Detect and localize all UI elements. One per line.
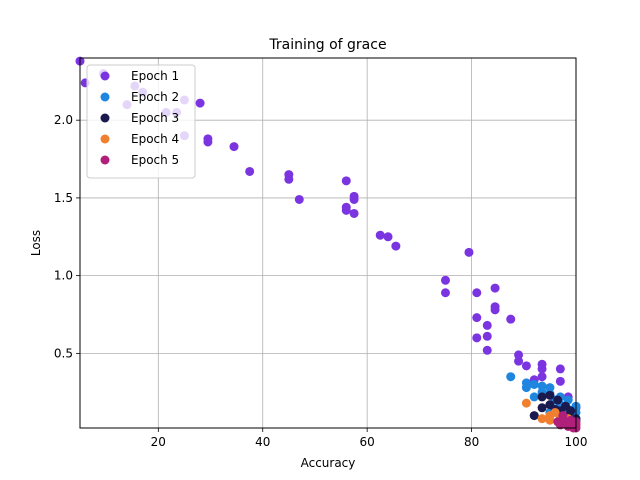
data-point <box>464 247 474 257</box>
data-point <box>537 372 547 382</box>
data-point <box>545 415 555 425</box>
data-point <box>440 275 450 285</box>
legend-marker <box>100 113 110 123</box>
chart-title: Training of grace <box>268 37 386 53</box>
data-point <box>545 390 555 400</box>
data-point <box>349 194 359 204</box>
data-point <box>203 137 213 147</box>
y-tick-label: 0.5 <box>54 346 73 360</box>
legend-marker <box>100 92 110 102</box>
data-point <box>529 379 539 389</box>
data-point <box>349 208 359 218</box>
data-point <box>555 376 565 386</box>
data-point <box>229 142 239 152</box>
data-point <box>195 98 205 108</box>
plot-frame <box>79 57 577 429</box>
legend-marker <box>100 155 110 165</box>
data-point <box>553 395 563 405</box>
x-tick-label: 20 <box>151 435 166 449</box>
data-point <box>529 411 539 421</box>
data-point <box>566 406 576 416</box>
y-tick-label: 2.0 <box>54 113 73 127</box>
data-point <box>521 398 531 408</box>
y-axis-label: Loss <box>29 230 43 256</box>
legend-marker <box>100 71 110 81</box>
x-ticks: 20 40 60 80 100 <box>151 428 588 449</box>
legend: Epoch 1 Epoch 2 Epoch 3 Epoch 4 Epoch 5 <box>86 64 196 179</box>
x-tick-label: 100 <box>565 435 588 449</box>
legend-label: Epoch 1 <box>131 69 179 83</box>
legend-label: Epoch 2 <box>131 90 179 104</box>
data-point <box>558 415 568 425</box>
y-tick-label: 1.5 <box>54 191 73 205</box>
data-point <box>472 333 482 343</box>
data-point <box>537 403 547 413</box>
data-point <box>506 314 516 324</box>
data-point <box>514 350 524 360</box>
data-point <box>294 194 304 204</box>
data-point <box>472 313 482 323</box>
data-point <box>440 288 450 298</box>
data-point <box>375 230 385 240</box>
data-point <box>383 232 393 242</box>
data-point <box>521 361 531 371</box>
data-point <box>514 356 524 366</box>
legend-box <box>86 64 196 179</box>
data-point <box>545 383 555 393</box>
data-point <box>555 364 565 374</box>
y-ticks: 0.5 1.0 1.5 2.0 <box>54 113 80 360</box>
legend-label: Epoch 5 <box>131 153 179 167</box>
data-point <box>537 392 547 402</box>
data-point <box>482 345 492 355</box>
data-point <box>482 320 492 330</box>
data-point <box>391 241 401 251</box>
legend-label: Epoch 3 <box>131 111 179 125</box>
data-point <box>537 414 547 424</box>
data-point <box>341 176 351 186</box>
data-point <box>506 372 516 382</box>
x-tick-label: 40 <box>255 435 270 449</box>
data-point <box>529 392 539 402</box>
x-tick-label: 60 <box>360 435 375 449</box>
data-point <box>482 331 492 341</box>
x-tick-label: 80 <box>464 435 479 449</box>
data-point <box>521 383 531 393</box>
data-point <box>284 174 294 184</box>
data-point <box>490 283 500 293</box>
data-point <box>537 364 547 374</box>
data-point <box>341 205 351 215</box>
y-tick-label: 1.0 <box>54 269 73 283</box>
data-point <box>245 166 255 176</box>
data-point <box>472 288 482 298</box>
data-point <box>537 381 547 391</box>
legend-label: Epoch 4 <box>131 132 179 146</box>
legend-marker <box>100 134 110 144</box>
data-point <box>490 305 500 315</box>
x-axis-label: Accuracy <box>301 456 356 470</box>
